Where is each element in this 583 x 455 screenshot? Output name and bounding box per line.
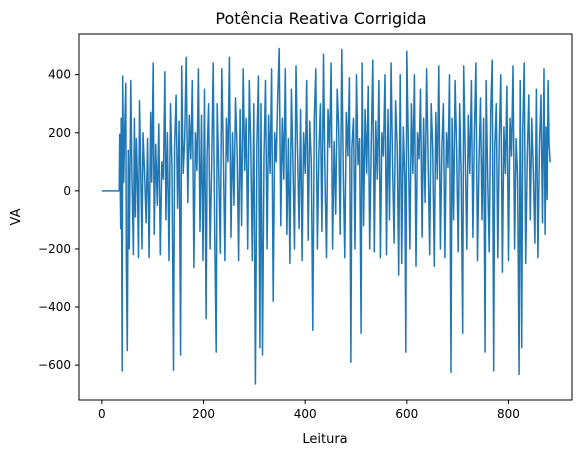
plot-frame: [78, 33, 573, 401]
y-axis-label: VA: [9, 208, 24, 225]
x-axis-label: Leitura: [302, 432, 347, 447]
y-tick-label: −600: [38, 358, 71, 372]
y-tick-label: −200: [38, 242, 71, 256]
series-group: [101, 47, 551, 385]
x-tick-label: 200: [192, 407, 215, 421]
y-axis-ticks: −600 −400 −200 0 200 400: [38, 68, 79, 372]
x-tick-label: 0: [98, 407, 106, 421]
x-tick-label: 800: [497, 407, 520, 421]
plot-area: [78, 33, 573, 401]
x-tick-label: 600: [395, 407, 418, 421]
y-tick-label: −400: [38, 300, 71, 314]
y-tick-label: 0: [63, 184, 71, 198]
x-axis-ticks: 0 200 400 600 800: [98, 400, 520, 421]
series-line-0: [101, 47, 551, 385]
y-tick-label: 400: [48, 68, 71, 82]
chart-title: Potência Reativa Corrigida: [215, 9, 426, 28]
x-tick-label: 400: [294, 407, 317, 421]
y-tick-label: 200: [48, 126, 71, 140]
